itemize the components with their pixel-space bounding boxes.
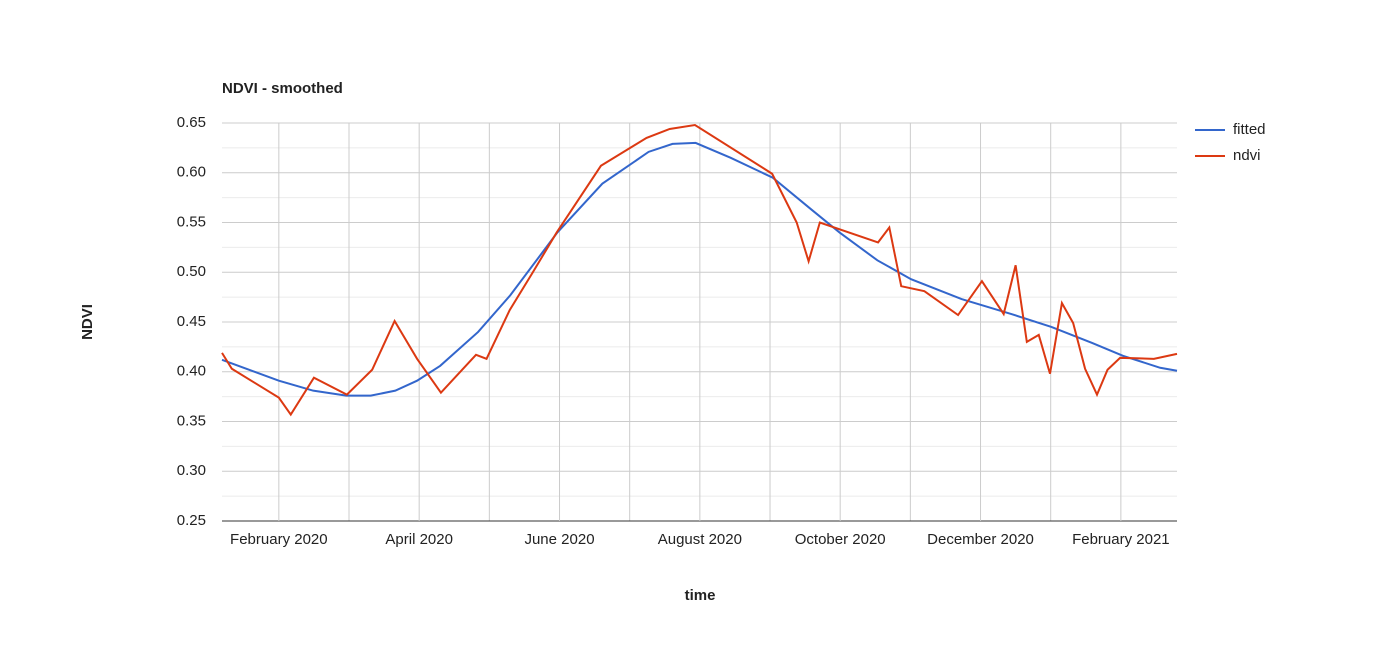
chart-title: NDVI - smoothed (222, 80, 343, 97)
y-tick-label: 0.40 (177, 363, 206, 380)
y-tick-label: 0.45 (177, 313, 206, 330)
legend-label: fitted (1233, 121, 1266, 138)
y-tick-label: 0.60 (177, 164, 206, 181)
y-tick-label: 0.55 (177, 213, 206, 230)
x-tick-label: December 2020 (927, 531, 1034, 548)
x-axis-title: time (685, 587, 716, 604)
y-tick-label: 0.50 (177, 263, 206, 280)
line (221, 123, 1178, 417)
x-tick-label: August 2020 (658, 531, 742, 548)
y-tick-label: 0.30 (177, 462, 206, 479)
y-axis-title: NDVI (79, 304, 96, 340)
x-tick-label: February 2020 (230, 531, 328, 548)
y-tick-label: 0.65 (177, 114, 206, 131)
legend-label: ndvi (1233, 147, 1261, 164)
y-tick-label: 0.35 (177, 412, 206, 429)
y-tick-label: 0.25 (177, 512, 206, 529)
x-tick-label: June 2020 (524, 531, 594, 548)
x-tick-label: February 2021 (1072, 531, 1170, 548)
x-tick-label: April 2020 (385, 531, 453, 548)
x-tick-label: October 2020 (795, 531, 886, 548)
line (221, 141, 1178, 397)
